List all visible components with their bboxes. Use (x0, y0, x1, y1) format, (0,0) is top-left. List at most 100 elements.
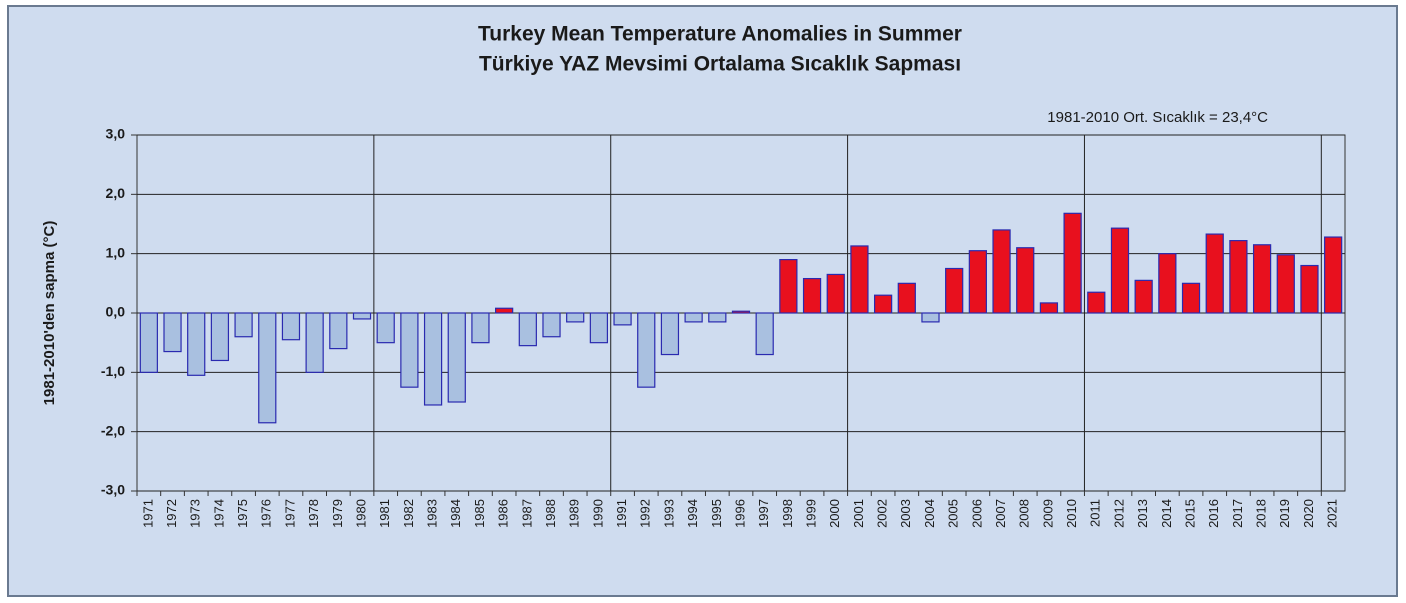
x-tick-label: 1980 (353, 499, 368, 528)
x-tick-label: 1997 (756, 499, 771, 528)
x-tick-label: 2008 (1017, 499, 1032, 528)
bar (945, 267, 964, 314)
bar (139, 312, 158, 373)
x-tick-label: 1974 (211, 499, 226, 528)
bar (873, 294, 893, 314)
x-tick-label: 1991 (614, 499, 629, 528)
x-tick-label: 1994 (685, 499, 700, 528)
bar (1110, 227, 1130, 314)
y-tick-label: -2,0 (101, 422, 125, 438)
x-tick-label: 1971 (140, 499, 155, 528)
bar (210, 312, 230, 362)
bar (329, 312, 348, 350)
bar (1016, 247, 1035, 314)
bar (1300, 264, 1319, 314)
bar (542, 312, 561, 338)
x-tick-label: 1999 (803, 499, 818, 528)
x-tick-label: 1990 (590, 499, 605, 528)
x-tick-label: 2006 (969, 499, 984, 528)
bar (731, 310, 751, 314)
bar (376, 312, 395, 344)
bar (352, 312, 372, 320)
bar (1276, 254, 1295, 314)
x-tick-label: 1976 (259, 499, 274, 528)
bar (400, 312, 419, 388)
x-tick-label: 1989 (567, 499, 582, 528)
y-tick-label: -3,0 (101, 482, 125, 498)
bar (1158, 253, 1177, 314)
x-tick-label: 1985 (472, 499, 487, 528)
bar (1181, 282, 1201, 314)
bar (258, 312, 277, 424)
bar (1087, 291, 1106, 314)
bar (163, 312, 182, 353)
x-tick-label: 1984 (448, 499, 463, 528)
bar (850, 245, 869, 314)
bar (1039, 302, 1059, 314)
x-tick-label: 1973 (188, 499, 203, 528)
bar (921, 312, 940, 323)
chart-subtitle: Türkiye YAZ Mevsimi Ortalama Sıcaklık Sa… (479, 53, 961, 76)
annotation: 1981-2010 Ort. Sıcaklık = 23,4°C (1047, 109, 1268, 126)
x-tick-label: 2009 (1040, 499, 1055, 528)
x-tick-label: 1979 (330, 499, 345, 528)
x-tick-label: 2010 (1064, 499, 1079, 528)
x-tick-label: 1987 (519, 499, 534, 528)
x-tick-label: 2014 (1159, 499, 1174, 528)
x-tick-label: 2020 (1301, 499, 1316, 528)
x-tick-label: 1986 (496, 499, 511, 528)
x-tick-label: 2007 (993, 499, 1008, 528)
bar (566, 312, 585, 323)
bar (708, 312, 727, 323)
bar (495, 307, 514, 314)
bar (968, 250, 987, 314)
bar (826, 273, 845, 314)
x-tick-label: 2021 (1325, 499, 1340, 528)
x-tick-label: 2017 (1230, 499, 1245, 528)
x-tick-label: 2012 (1111, 499, 1126, 528)
x-tick-label: 1983 (425, 499, 440, 528)
bar (1324, 236, 1343, 314)
y-tick-label: 2,0 (106, 185, 126, 201)
x-tick-label: 1982 (401, 499, 416, 528)
x-tick-label: 1978 (306, 499, 321, 528)
x-tick-label: 2011 (1088, 499, 1103, 527)
x-tick-label: 2003 (898, 499, 913, 528)
bar (1229, 240, 1248, 314)
chart-title: Turkey Mean Temperature Anomalies in Sum… (478, 23, 962, 46)
x-tick-label: 1995 (709, 499, 724, 528)
x-tick-label: 1993 (661, 499, 676, 528)
y-tick-label: 0,0 (106, 304, 126, 320)
x-tick-label: 1977 (282, 499, 297, 528)
bar (755, 312, 774, 356)
x-tick-label: 1996 (732, 499, 747, 528)
x-tick-label: 1972 (164, 499, 179, 528)
x-tick-label: 2004 (922, 499, 937, 528)
x-tick-label: 1975 (235, 499, 250, 528)
bar (779, 259, 798, 314)
bar (1063, 212, 1082, 314)
bar (447, 312, 466, 403)
bar (1134, 279, 1153, 314)
x-tick-label: 2002 (875, 499, 890, 528)
bar (992, 229, 1011, 314)
bar (1205, 233, 1224, 314)
x-tick-label: 2005 (946, 499, 961, 528)
x-tick-label: 1981 (377, 499, 392, 528)
bar (281, 312, 301, 341)
y-tick-label: -1,0 (101, 363, 125, 379)
bar (1252, 244, 1272, 314)
bar (423, 312, 443, 406)
x-tick-label: 2013 (1135, 499, 1150, 528)
x-tick-label: 2001 (851, 499, 866, 528)
y-tick-label: 3,0 (106, 126, 126, 142)
bar (305, 312, 324, 373)
x-tick-label: 2000 (827, 499, 842, 528)
x-tick-label: 2016 (1206, 499, 1221, 528)
bar (613, 312, 632, 326)
bar (234, 312, 253, 338)
bar (637, 312, 656, 388)
x-tick-label: 1998 (780, 499, 795, 528)
bar (897, 282, 916, 314)
